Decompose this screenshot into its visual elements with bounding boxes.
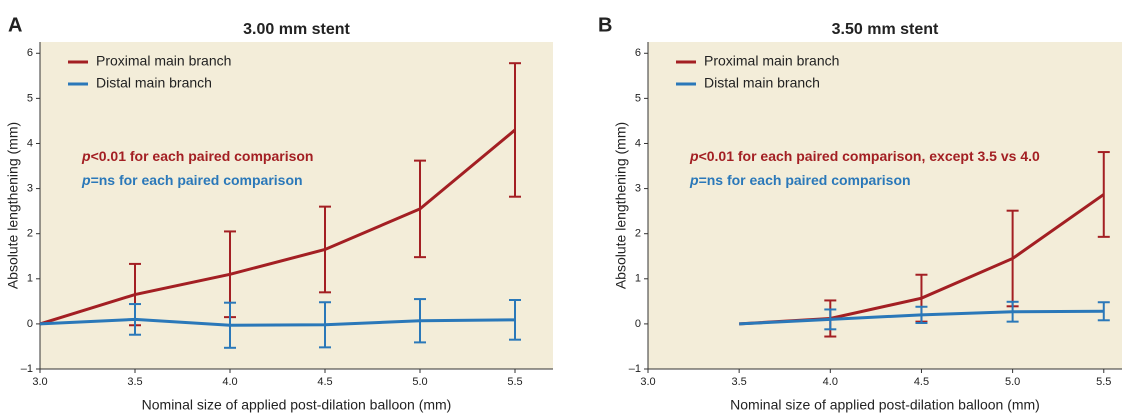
y-tick-label: –1 — [629, 363, 641, 375]
y-axis-label: Absolute lengthening (mm) — [613, 122, 629, 289]
legend-label: Distal main branch — [96, 75, 212, 91]
y-tick-label: 4 — [635, 137, 641, 149]
x-tick-label: 3.5 — [732, 376, 747, 388]
series-line — [39, 128, 516, 326]
annotation-italic: p — [689, 148, 699, 164]
annotation-text: <0.01 for each paired comparison — [91, 148, 314, 164]
y-tick-label: 0 — [27, 318, 33, 330]
y-tick-label: 2 — [635, 228, 641, 240]
x-tick-label: 3.0 — [640, 376, 655, 388]
error-bar — [319, 301, 331, 349]
legend-label: Proximal main branch — [704, 53, 839, 69]
y-tick-label: 5 — [27, 92, 33, 104]
y-tick-label: 1 — [635, 273, 641, 285]
chart-title: 3.50 mm stent — [832, 21, 939, 38]
error-bar — [1097, 151, 1110, 238]
x-tick-label: 5.5 — [507, 376, 522, 388]
annotation-text: =ns for each paired comparison — [91, 172, 303, 188]
y-tick-label: 4 — [27, 137, 33, 149]
error-bar — [224, 301, 236, 349]
panel-label: A — [8, 14, 22, 36]
x-tick-label: 5.0 — [1005, 376, 1020, 388]
x-tick-label: 3.0 — [32, 376, 47, 388]
x-tick-label: 4.5 — [914, 376, 929, 388]
annotation: p=ns for each paired comparison — [81, 172, 303, 188]
legend-label: Distal main branch — [704, 75, 820, 91]
plot-area — [648, 42, 1122, 369]
x-tick-label: 5.0 — [412, 376, 427, 388]
annotation: p=ns for each paired comparison — [689, 172, 911, 188]
series-line — [39, 317, 516, 327]
y-tick-label: 2 — [27, 228, 33, 240]
annotation-italic: p — [81, 172, 91, 188]
x-tick-label: 4.0 — [823, 376, 838, 388]
x-tick-label: 3.5 — [127, 376, 142, 388]
annotation-text: <0.01 for each paired comparison, except… — [699, 148, 1040, 164]
error-bar — [129, 303, 141, 336]
error-bar — [509, 298, 521, 341]
error-bar — [414, 159, 426, 259]
panel-label: B — [598, 14, 612, 36]
error-bar — [915, 305, 928, 324]
x-tick-label: 5.5 — [1096, 376, 1111, 388]
legend-label: Proximal main branch — [96, 53, 231, 69]
x-axis-label: Nominal size of applied post-dilation ba… — [730, 397, 1040, 413]
y-tick-label: –1 — [21, 363, 33, 375]
plot-area — [40, 42, 553, 369]
y-tick-label: 6 — [27, 47, 33, 59]
x-tick-label: 4.0 — [222, 376, 237, 388]
error-bar — [1097, 301, 1110, 322]
x-tick-label: 4.5 — [317, 376, 332, 388]
y-tick-label: 3 — [27, 182, 33, 194]
error-bar — [509, 62, 521, 198]
y-axis-label: Absolute lengthening (mm) — [5, 122, 21, 289]
y-tick-label: 3 — [635, 182, 641, 194]
annotation-italic: p — [81, 148, 91, 164]
chart-title: 3.00 mm stent — [243, 21, 350, 38]
error-bar — [1006, 300, 1019, 323]
y-tick-label: 5 — [635, 92, 641, 104]
annotation-italic: p — [689, 172, 699, 188]
y-tick-label: 6 — [635, 47, 641, 59]
y-tick-label: 1 — [27, 273, 33, 285]
y-tick-label: 0 — [635, 318, 641, 330]
x-axis-label: Nominal size of applied post-dilation ba… — [142, 397, 452, 413]
annotation-text: =ns for each paired comparison — [699, 172, 911, 188]
error-bar — [414, 298, 426, 344]
error-bar — [319, 205, 331, 294]
error-bar — [824, 308, 837, 331]
annotation: p<0.01 for each paired comparison — [81, 148, 313, 164]
annotation: p<0.01 for each paired comparison, excep… — [689, 148, 1040, 164]
